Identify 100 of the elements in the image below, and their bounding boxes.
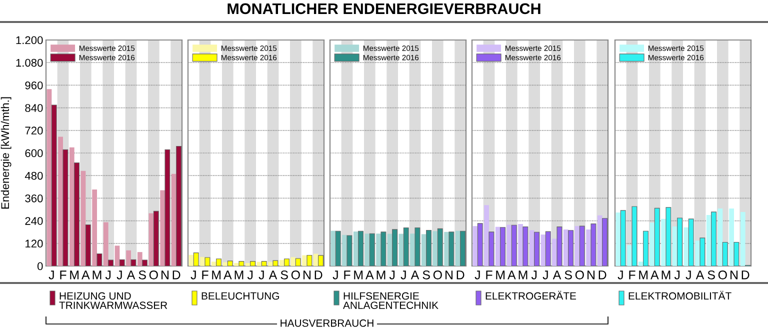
- y-tick-label: 840: [25, 104, 43, 112]
- y-tick-label: 720: [25, 126, 43, 135]
- bar: [650, 222, 655, 266]
- x-tick-label: A: [366, 270, 374, 280]
- bar: [222, 262, 228, 266]
- x-tick-label: J: [542, 270, 548, 280]
- x-tick-label: M: [234, 270, 244, 280]
- y-tick-label: 120: [26, 240, 43, 248]
- x-tick-label: N: [588, 270, 594, 280]
- x-tick-label: M: [70, 270, 79, 280]
- bar: [684, 227, 689, 266]
- x-tick-label: F: [486, 270, 492, 280]
- x-tick-label: J: [258, 270, 264, 280]
- bar: [80, 170, 86, 266]
- y-tick-label: 1.080: [16, 58, 43, 67]
- y-tick-label: 480: [24, 172, 43, 180]
- bar: [563, 229, 568, 266]
- bar: [700, 238, 706, 266]
- bar: [540, 234, 546, 266]
- bar: [602, 218, 608, 266]
- bar: [302, 255, 307, 266]
- bar: [204, 257, 210, 266]
- x-tick-label: S: [564, 270, 572, 280]
- x-tick-label: A: [552, 270, 562, 280]
- x-axis-title: ELEKTROGERÄTE: [486, 290, 576, 300]
- x-tick-label: D: [456, 270, 464, 280]
- bar: [632, 206, 638, 266]
- bar: [718, 208, 723, 266]
- bar: [495, 226, 500, 266]
- bar: [506, 224, 512, 266]
- x-tick-label: D: [172, 270, 180, 280]
- x-tick-label: F: [344, 270, 350, 280]
- x-tick-label: N: [446, 270, 452, 280]
- x-tick-label: J: [531, 270, 537, 280]
- x-tick-label: J: [332, 270, 338, 280]
- bar: [677, 218, 682, 266]
- bar: [654, 208, 660, 266]
- x-tick-label: J: [105, 270, 111, 280]
- bar: [188, 254, 194, 266]
- bar: [638, 262, 644, 266]
- bar: [711, 212, 716, 266]
- bar: [142, 260, 148, 266]
- x-tick-label: O: [433, 270, 442, 280]
- x-axis-title: ELEKTROMOBILITÄT: [628, 290, 732, 300]
- x-tick-label: J: [618, 270, 623, 280]
- bar: [250, 261, 256, 266]
- x-tick-label: F: [202, 270, 208, 280]
- x-tick-label: S: [138, 270, 146, 280]
- x-axis-title: HILFSENERGIE ANLAGENTECHNIK: [343, 292, 438, 309]
- bar: [137, 252, 142, 266]
- bar: [313, 254, 318, 266]
- bar: [290, 257, 296, 266]
- bar: [477, 223, 483, 266]
- bar: [130, 259, 136, 266]
- x-tick-label: J: [48, 270, 54, 280]
- bar: [597, 215, 602, 266]
- bar: [238, 261, 244, 266]
- bar: [245, 262, 250, 266]
- bar: [643, 230, 648, 266]
- bar: [568, 230, 574, 266]
- bar: [627, 245, 632, 266]
- bar: [234, 262, 239, 266]
- x-tick-label: N: [730, 270, 738, 280]
- x-tick-label: J: [247, 270, 253, 280]
- bar: [164, 149, 170, 266]
- bar: [484, 205, 489, 266]
- x-tick-label: M: [639, 270, 648, 280]
- bar: [279, 260, 284, 266]
- bar: [579, 226, 585, 266]
- bar: [740, 212, 746, 266]
- x-tick-label: O: [291, 270, 300, 280]
- bar: [216, 258, 222, 266]
- y-tick-label: 600: [25, 149, 43, 158]
- x-tick-label: D: [742, 270, 750, 280]
- bar: [722, 242, 728, 266]
- bar: [211, 262, 216, 266]
- bar: [58, 136, 63, 266]
- x-axis-title: BELEUCHTUNG: [202, 292, 279, 300]
- bar: [114, 246, 120, 266]
- x-tick-label: M: [662, 270, 670, 280]
- y-tick-label: 360: [25, 194, 43, 202]
- x-tick-label: O: [149, 270, 158, 280]
- x-tick-label: D: [314, 270, 322, 280]
- bar: [586, 229, 591, 266]
- bar: [108, 260, 114, 266]
- x-tick-label: M: [496, 270, 505, 280]
- bar: [661, 218, 666, 266]
- bar: [556, 226, 562, 266]
- bar: [119, 259, 125, 266]
- bar: [261, 261, 267, 266]
- bar: [620, 210, 626, 266]
- bar: [518, 224, 523, 266]
- y-tick-label: 960: [25, 81, 43, 90]
- y-axis-title: Endenergie [kWh/mth.]: [0, 97, 12, 209]
- x-tick-label: M: [376, 270, 386, 280]
- bar: [529, 230, 534, 266]
- bar: [103, 222, 108, 266]
- x-tick-label: J: [400, 270, 406, 280]
- bar: [126, 250, 131, 266]
- bar: [74, 162, 80, 266]
